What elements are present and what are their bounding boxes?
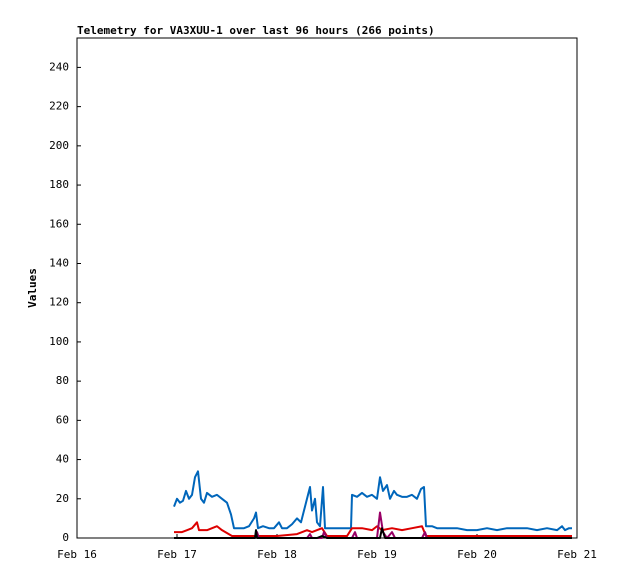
plot-frame <box>76 37 578 539</box>
y-tick-label: 180 <box>49 178 69 191</box>
x-tick-label: Feb 20 <box>457 548 497 561</box>
series-line <box>174 527 572 539</box>
y-tick-label: 20 <box>56 492 69 505</box>
x-tick-label: Feb 17 <box>157 548 197 561</box>
y-tick-label: 200 <box>49 139 69 152</box>
y-tick-label: 100 <box>49 335 69 348</box>
x-tick-label: Feb 21 <box>557 548 597 561</box>
y-tick-label: 0 <box>62 531 69 544</box>
series-line <box>173 470 572 532</box>
y-axis-label: Values <box>26 268 39 308</box>
x-tick-label: Feb 16 <box>57 548 97 561</box>
y-tick-label: 140 <box>49 256 69 269</box>
y-tick-label: 120 <box>49 296 69 309</box>
y-tick-label: 220 <box>49 100 69 113</box>
series-line <box>174 521 572 538</box>
y-tick-label: 160 <box>49 217 69 230</box>
x-tick-label: Feb 19 <box>357 548 397 561</box>
chart-title: Telemetry for VA3XUU-1 over last 96 hour… <box>77 24 435 37</box>
y-tick-label: 40 <box>56 453 69 466</box>
x-tick-label: Feb 18 <box>257 548 297 561</box>
y-tick-label: 60 <box>56 413 69 426</box>
y-tick-label: 240 <box>49 60 69 73</box>
y-tick-label: 80 <box>56 374 69 387</box>
